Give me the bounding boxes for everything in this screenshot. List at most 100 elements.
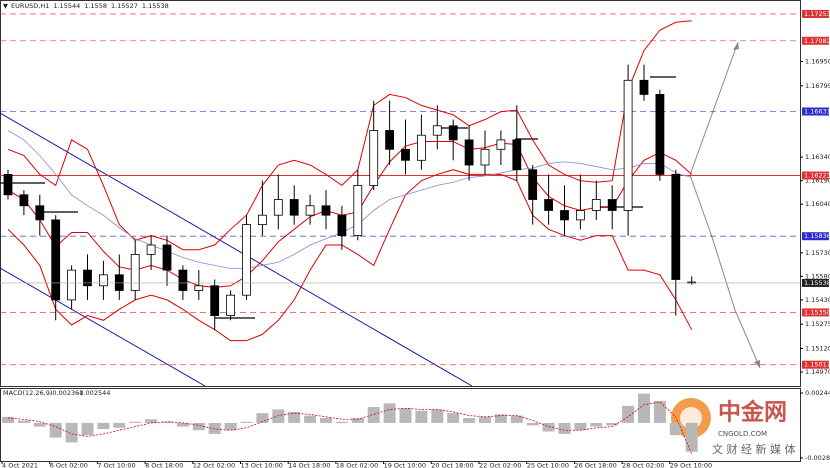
candle-body [51, 219, 61, 301]
macd-bar [590, 422, 603, 427]
level-tag [802, 232, 829, 241]
candle-body [114, 274, 124, 291]
macd-bar [33, 422, 46, 427]
candle-body [385, 130, 395, 150]
macd-bar [320, 418, 332, 423]
x-tick-label: 25 Oct 10:00 [527, 462, 569, 468]
candle-body [194, 285, 204, 291]
macd-bar [129, 421, 142, 423]
macd-bar [431, 409, 444, 423]
candle-body [35, 205, 45, 221]
macd-bar [176, 422, 189, 427]
candle-body [305, 205, 315, 216]
candle-body [496, 139, 506, 150]
candle-body [576, 210, 585, 221]
macd-bar [81, 422, 94, 436]
candle-body [655, 94, 665, 175]
macd-bar [558, 422, 571, 434]
price-plot [0, 13, 800, 366]
candle-body [19, 194, 29, 207]
y-tick-label: 1.14970 [805, 368, 830, 376]
candle-body [321, 205, 331, 216]
x-tick-label: 28 Oct 02:00 [622, 462, 664, 468]
candle-body [464, 139, 474, 166]
y-tick-label: 1.16340 [805, 153, 830, 161]
y-tick-label: 1.16190 [805, 177, 830, 185]
candle-body [67, 269, 76, 301]
symbol: EURUSD,H1 [11, 2, 49, 10]
macd-bar [399, 408, 412, 423]
macd-bar [622, 405, 635, 423]
macd-bar [256, 413, 269, 423]
current-price-tag [802, 278, 829, 287]
y-tick-label: 1.15120 [805, 345, 830, 353]
macd-tick-label: 0.002449 [805, 389, 830, 397]
header-open: 1.15544 [53, 2, 80, 10]
macd-bar [606, 422, 619, 426]
channel-line [0, 112, 473, 387]
x-tick-label: 6 Oct 02:00 [50, 462, 88, 468]
x-tick-label: 7 Oct 10:00 [97, 462, 135, 468]
x-tick-label: 18 Oct 02:00 [336, 462, 378, 468]
macd-bar [463, 418, 476, 423]
macd-bar [415, 410, 428, 423]
candle-body [162, 244, 172, 271]
candle-body [480, 148, 490, 166]
y-tick-label: 1.15580 [805, 272, 830, 280]
overlay-line [7, 130, 692, 269]
macd-bar [97, 422, 110, 430]
site: CNGOLD.COM [718, 430, 767, 438]
macd-bar [510, 415, 523, 423]
candle-body [83, 269, 92, 287]
macd-bar [272, 409, 285, 423]
macd-signal-value: -0.002544 [77, 389, 110, 397]
candle-body [639, 79, 649, 95]
macd-bar [335, 421, 348, 423]
candle-body [178, 269, 188, 291]
macd-signal-line [7, 401, 693, 455]
macd-bar [224, 422, 237, 431]
brand: 中金网 [718, 399, 787, 426]
x-tick-label: 12 Oct 02:00 [193, 462, 235, 468]
macd-bar [638, 393, 650, 423]
macd-bar [479, 416, 491, 423]
header-close: 1.15538 [142, 2, 169, 10]
arrow-head [733, 42, 739, 50]
channel-line [0, 267, 206, 387]
level-label: 1.17082 [804, 37, 830, 45]
level-label: 1.17253 [804, 10, 830, 18]
candle-body [544, 199, 553, 211]
x-tick-label: 26 Oct 18:00 [574, 462, 616, 468]
candle-body [353, 184, 363, 236]
x-tick-label: 19 Oct 10:00 [384, 462, 426, 468]
candle-body [401, 148, 410, 161]
candle-body [416, 134, 426, 161]
macd-bar [208, 422, 221, 434]
x-tick-label: 13 Oct 10:00 [241, 462, 283, 468]
macd-bar [2, 416, 14, 423]
macd-bar [113, 422, 126, 428]
y-tick-label: 1.16950 [805, 57, 830, 65]
overlay-line [7, 169, 693, 342]
candle-body [130, 254, 140, 291]
candle-body [146, 244, 156, 255]
x-tick-label: 20 Oct 18:00 [431, 462, 473, 468]
y-tick-label: 1.15430 [805, 296, 830, 304]
macd-bar [65, 422, 78, 443]
candle-body [289, 199, 299, 216]
tagline: 文 财 经 新 媒 体 [712, 442, 795, 456]
level-tag [802, 360, 829, 369]
x-tick-label: 4 Oct 2021 [2, 462, 38, 468]
candle-body [273, 199, 283, 216]
macd-bar [685, 422, 698, 452]
macd-bar [288, 411, 301, 423]
candle-body [99, 274, 108, 287]
candle-body [369, 130, 379, 186]
level-tag [802, 107, 829, 116]
macd-bar [17, 420, 30, 423]
level-label: 1.15350 [804, 308, 830, 316]
macd-bar [304, 415, 317, 423]
macd-bar [367, 407, 380, 423]
candle-body [337, 214, 347, 236]
